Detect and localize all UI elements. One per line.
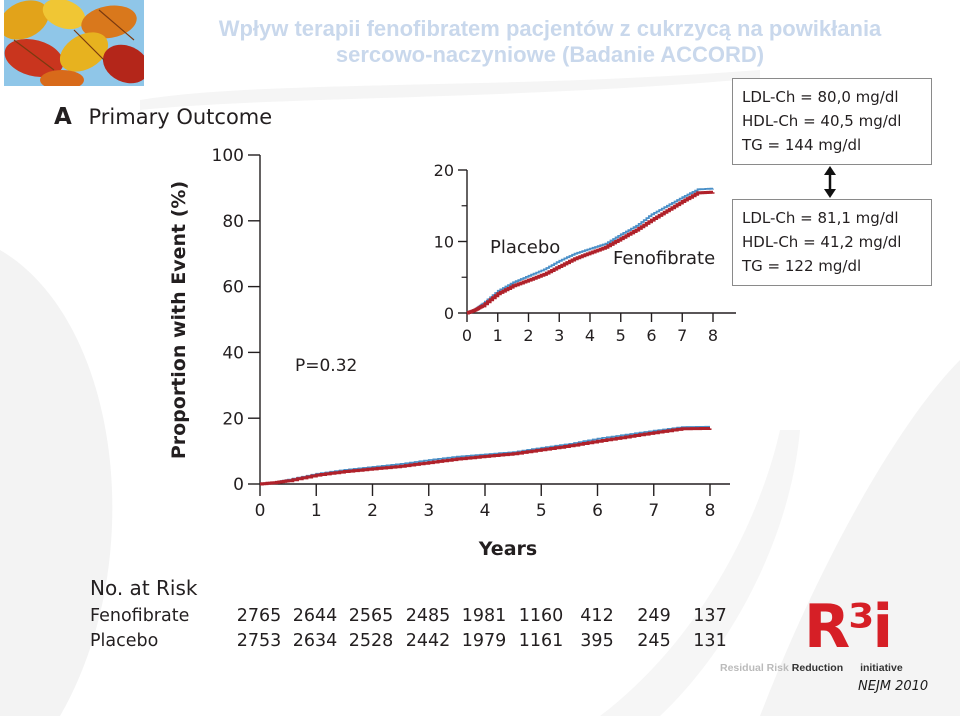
lipid-ldl-placebo: LDL-Ch = 80,0 mg/dl (742, 88, 899, 106)
x-tick-label: 7 (677, 326, 687, 345)
x-tick-label: 3 (554, 326, 564, 345)
x-tick-label: 5 (536, 501, 547, 521)
source-citation: NEJM 2010 (858, 679, 929, 694)
x-tick-label: 2 (523, 326, 533, 345)
risk-row-placebo: 2753 2634 2528 2442 1979 1161 395 245 131 (0, 631, 960, 655)
x-tick-label: 3 (423, 501, 434, 521)
risk-cell: 249 (637, 606, 671, 626)
risk-cell: 131 (693, 631, 727, 651)
lipid-hdl-placebo: HDL-Ch = 40,5 mg/dl (742, 112, 902, 130)
x-tick-label: 8 (708, 326, 718, 345)
x-tick-label: 8 (705, 501, 716, 521)
series-line-fenofibrate-0 (260, 427, 712, 486)
slide-title: Wpływ terapii fenofibratem pacjentów z c… (150, 16, 950, 68)
x-tick-label: 5 (616, 326, 626, 345)
x-tick-label: 0 (462, 326, 472, 345)
slide-title-line-2: sercowo-naczyniowe (Badanie ACCORD) (335, 42, 765, 67)
y-tick-label: 100 (212, 146, 244, 166)
x-tick-label: 6 (592, 501, 603, 521)
x-tick-label: 4 (480, 501, 491, 521)
p-value: P=0.32 (295, 356, 358, 376)
logo-brand: R³i (804, 592, 893, 662)
x-tick-label: 1 (493, 326, 503, 345)
inset-fenofibrate-label: Fenofibrate (613, 248, 715, 269)
y-tick-label: 60 (222, 278, 244, 298)
logo-tagline-1: Residual Risk (720, 662, 789, 674)
risk-cell: 2765 (236, 606, 282, 626)
x-tick-label: 6 (646, 326, 656, 345)
lipid-box-fenofibrate: LDL-Ch = 81,1 mg/dl HDL-Ch = 41,2 mg/dl … (732, 199, 932, 286)
panel-letter: A (54, 104, 72, 130)
risk-cell: 1981 (461, 606, 507, 626)
x-tick-label: 2 (367, 501, 378, 521)
risk-row-label-placebo: Placebo (90, 631, 159, 651)
y-tick-label: 10 (434, 232, 454, 251)
risk-cell: 1160 (518, 606, 564, 626)
risk-cell: 245 (637, 631, 671, 651)
lipid-tg-fenofibrate: TG = 122 mg/dl (742, 257, 862, 275)
y-tick-label: 20 (222, 409, 244, 429)
x-tick-label: 4 (585, 326, 595, 345)
leaves-image (4, 0, 144, 86)
panel-title: Primary Outcome (88, 105, 273, 129)
y-tick-label: 40 (222, 344, 244, 364)
lipid-box-placebo: LDL-Ch = 80,0 mg/dl HDL-Ch = 40,5 mg/dl … (732, 78, 932, 165)
risk-cell: 2644 (292, 606, 338, 626)
risk-table-header: No. at Risk (90, 576, 198, 600)
y-axis-label: Proportion with Event (%) (168, 181, 190, 459)
logo-tagline: Residual Risk Reduction initiative (720, 662, 903, 674)
r3i-logo: R³i Residual Risk Reduction initiative (720, 592, 952, 682)
slide-title-line-1: Wpływ terapii fenofibratem pacjentów z c… (218, 16, 882, 41)
x-tick-label: 0 (255, 501, 266, 521)
risk-row-label-fenofibrate: Fenofibrate (90, 606, 190, 626)
x-tick-label: 7 (648, 501, 659, 521)
risk-cell: 2442 (405, 631, 451, 651)
double-arrow-icon (824, 166, 836, 198)
risk-cell: 137 (693, 606, 727, 626)
y-tick-label: 0 (444, 304, 454, 323)
risk-cell: 2753 (236, 631, 282, 651)
lipid-hdl-fenofibrate: HDL-Ch = 41,2 mg/dl (742, 233, 902, 251)
risk-cell: 2528 (348, 631, 394, 651)
x-tick-label: 1 (311, 501, 322, 521)
y-tick-label: 80 (222, 212, 244, 232)
panel-heading: A Primary Outcome (54, 104, 272, 130)
y-tick-label: 20 (434, 161, 454, 180)
lipid-ldl-fenofibrate: LDL-Ch = 81,1 mg/dl (742, 209, 899, 227)
logo-tagline-3: initiative (860, 662, 903, 674)
risk-cell: 412 (580, 606, 614, 626)
y-tick-label: 0 (233, 475, 244, 495)
inset-placebo-label: Placebo (490, 237, 560, 258)
risk-cell: 395 (580, 631, 614, 651)
logo-tagline-2: Reduction (791, 662, 844, 674)
risk-cell: 1979 (461, 631, 507, 651)
risk-cell: 2634 (292, 631, 338, 651)
risk-cell: 2485 (405, 606, 451, 626)
series-line-placebo-1 (467, 187, 714, 314)
series-line-fenofibrate-1 (466, 190, 715, 315)
risk-row-fenofibrate: 2765 2644 2565 2485 1981 1160 412 249 137 (0, 606, 960, 630)
risk-cell: 1161 (518, 631, 564, 651)
x-axis-label: Years (478, 538, 537, 560)
risk-cell: 2565 (348, 606, 394, 626)
lipid-tg-placebo: TG = 144 mg/dl (742, 136, 862, 154)
